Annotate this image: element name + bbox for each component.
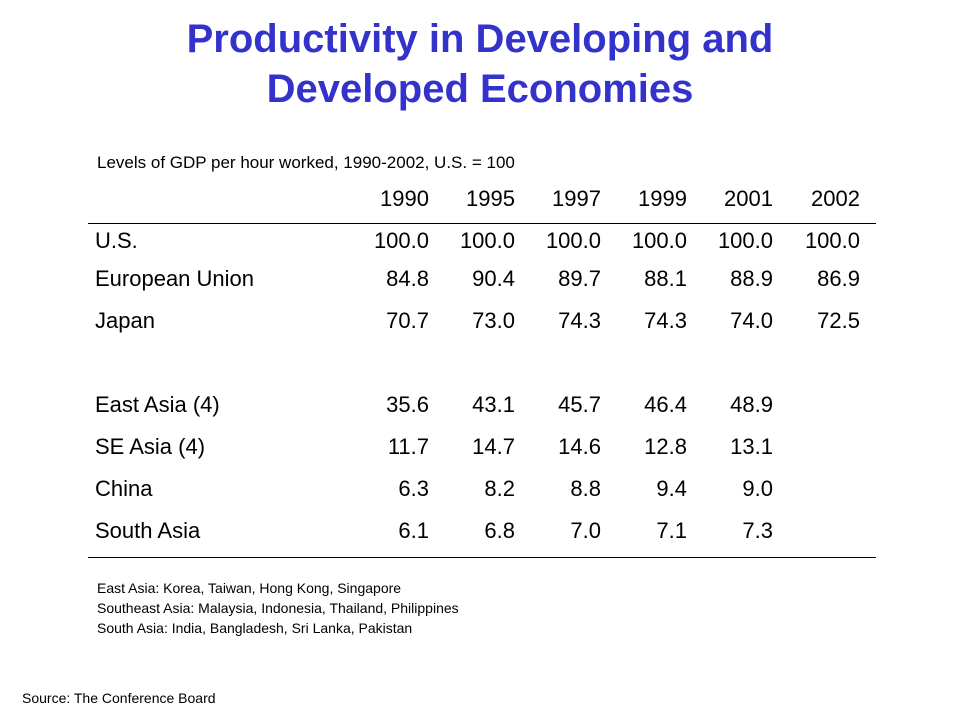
cell-china-1997: 8.8 (570, 476, 601, 501)
page-title: Productivity in Developing and Developed… (0, 14, 960, 114)
cell-se-asia-4-2001: 13.1 (730, 434, 773, 459)
cell-se-asia-4-1995: 14.7 (472, 434, 515, 459)
cell-european-union-1995: 90.4 (472, 266, 515, 291)
row-label-japan: Japan (95, 308, 155, 333)
row-label-east-asia-4: East Asia (4) (95, 392, 220, 417)
cell-u-s-2001: 100.0 (717, 228, 773, 253)
cell-european-union-1990: 84.8 (386, 266, 429, 291)
cell-south-asia-1999: 7.1 (656, 518, 687, 543)
table-top-rule (88, 223, 876, 224)
row-label-u-s: U.S. (95, 228, 138, 253)
cell-south-asia-2001: 7.3 (742, 518, 773, 543)
column-header-1999: 1999 (638, 186, 687, 211)
row-label-china: China (95, 476, 153, 501)
cell-se-asia-4-1999: 12.8 (644, 434, 687, 459)
cell-south-asia-1995: 6.8 (484, 518, 515, 543)
cell-china-1999: 9.4 (656, 476, 687, 501)
cell-east-asia-4-2001: 48.9 (730, 392, 773, 417)
table-bottom-rule (88, 557, 876, 558)
cell-south-asia-1997: 7.0 (570, 518, 601, 543)
footnote-southeast-asia: Southeast Asia: Malaysia, Indonesia, Tha… (97, 600, 459, 616)
cell-east-asia-4-1990: 35.6 (386, 392, 429, 417)
cell-se-asia-4-1990: 11.7 (387, 434, 429, 459)
cell-japan-2001: 74.0 (730, 308, 773, 333)
cell-japan-1999: 74.3 (644, 308, 687, 333)
column-header-2002: 2002 (811, 186, 860, 211)
cell-u-s-1995: 100.0 (459, 228, 515, 253)
row-label-south-asia: South Asia (95, 518, 201, 543)
title-line-1: Productivity in Developing and (186, 17, 774, 61)
cell-china-1990: 6.3 (398, 476, 429, 501)
footnote-east-asia: East Asia: Korea, Taiwan, Hong Kong, Sin… (97, 580, 402, 596)
row-label-european-union: European Union (95, 266, 255, 291)
cell-south-asia-1990: 6.1 (398, 518, 429, 543)
cell-japan-1990: 70.7 (386, 308, 429, 333)
cell-u-s-1990: 100.0 (373, 228, 429, 253)
cell-east-asia-4-1995: 43.1 (472, 392, 515, 417)
cell-european-union-1999: 88.1 (644, 266, 687, 291)
table-subtitle: Levels of GDP per hour worked, 1990-2002… (97, 153, 515, 172)
cell-china-2001: 9.0 (742, 476, 773, 501)
cell-japan-1997: 74.3 (558, 308, 601, 333)
cell-japan-2002: 72.5 (817, 308, 860, 333)
column-header-2001: 2001 (724, 186, 773, 211)
cell-european-union-2001: 88.9 (730, 266, 773, 291)
footnotes: East Asia: Korea, Taiwan, Hong Kong, Sin… (97, 578, 459, 638)
cell-se-asia-4-1997: 14.6 (558, 434, 601, 459)
cell-china-1995: 8.2 (484, 476, 515, 501)
column-header-1997: 1997 (552, 186, 601, 211)
column-header-1990: 1990 (380, 186, 429, 211)
source-note: Source: The Conference Board (22, 690, 216, 706)
cell-u-s-1999: 100.0 (631, 228, 687, 253)
cell-european-union-1997: 89.7 (558, 266, 601, 291)
cell-east-asia-4-1999: 46.4 (644, 392, 687, 417)
cell-u-s-2002: 100.0 (804, 228, 860, 253)
column-header-1995: 1995 (466, 186, 515, 211)
footnote-south-asia: South Asia: India, Bangladesh, Sri Lanka… (97, 620, 413, 636)
title-line-2: Developed Economies (266, 67, 694, 111)
cell-european-union-2002: 86.9 (817, 266, 860, 291)
cell-east-asia-4-1997: 45.7 (558, 392, 601, 417)
cell-u-s-1997: 100.0 (545, 228, 601, 253)
cell-japan-1995: 73.0 (472, 308, 515, 333)
row-label-se-asia-4: SE Asia (4) (95, 434, 206, 459)
